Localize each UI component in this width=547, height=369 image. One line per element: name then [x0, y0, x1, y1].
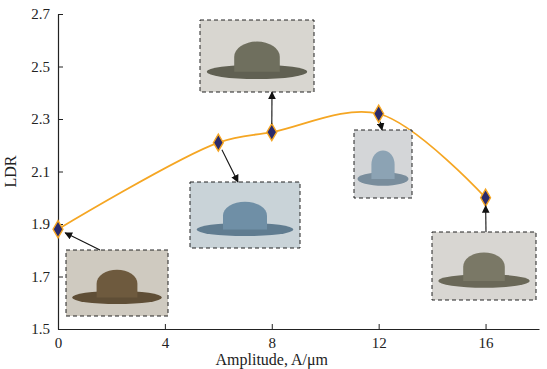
- photo: [354, 130, 412, 198]
- tick: 2.3: [31, 111, 63, 127]
- x-axis: 0 4 8 12 16: [55, 324, 540, 351]
- data-point: [374, 105, 384, 122]
- arrow: [271, 92, 272, 124]
- photo-frame: [200, 20, 314, 92]
- data-point: [481, 189, 491, 206]
- tick-label: 4: [162, 335, 170, 351]
- x-axis-title: Amplitude, A/μm: [215, 351, 328, 369]
- tick: 2.1: [31, 164, 63, 180]
- data-point: [53, 221, 63, 238]
- tick: 12: [372, 324, 387, 351]
- y-axis: 1.5 1.7 1.9 2.1 2.3 2.5 2.7: [31, 6, 63, 337]
- cup-dome: [223, 202, 267, 230]
- tick-label: 0: [55, 335, 63, 351]
- y-axis-title: LDR: [2, 155, 19, 187]
- photo-background: [66, 250, 168, 316]
- photo: [190, 182, 300, 248]
- tick-mark: [486, 324, 487, 329]
- tick: 1.5: [31, 321, 63, 337]
- photo-frame: [66, 250, 168, 316]
- tick-mark: [58, 277, 63, 278]
- tick-mark: [58, 119, 63, 120]
- photo-frame: [432, 232, 536, 300]
- tick-label: 2.1: [31, 164, 50, 180]
- tick: 4: [162, 324, 170, 351]
- tick: 16: [479, 324, 495, 351]
- tick-label: 12: [372, 335, 387, 351]
- data-point: [213, 134, 223, 151]
- tick-label: 8: [269, 335, 277, 351]
- photo-frame: [190, 182, 300, 248]
- photo-background: [190, 182, 300, 248]
- arrow: [65, 233, 100, 250]
- photo: [200, 20, 314, 92]
- data-point: [267, 124, 277, 141]
- tick: 8: [269, 324, 277, 351]
- photo: [66, 250, 168, 316]
- tick: 1.7: [31, 269, 63, 285]
- cup-dome: [97, 270, 138, 298]
- photos: [65, 20, 536, 316]
- tick-label: 2.7: [31, 6, 50, 22]
- photo-frame: [354, 130, 412, 198]
- photo: [432, 232, 536, 300]
- cup-dome: [463, 252, 505, 281]
- photo-background: [432, 232, 536, 300]
- tick-mark: [379, 324, 380, 329]
- tick: 2.5: [31, 59, 63, 75]
- arrow: [222, 150, 238, 182]
- photo-background: [200, 20, 314, 92]
- chart: 0 4 8 12 16 1.5 1.7 1.9 2.1 2.3 2.5 2.7 Amplitude, A…: [0, 0, 547, 369]
- tick: 2.7: [31, 6, 63, 22]
- tick-mark: [58, 67, 63, 68]
- cup-dome: [234, 42, 280, 72]
- arrow: [380, 122, 382, 130]
- tick-label: 2.3: [31, 111, 50, 127]
- plot: 0 4 8 12 16 1.5 1.7 1.9 2.1 2.3 2.5 2.7: [31, 6, 539, 350]
- tick-label: 2.5: [31, 59, 50, 75]
- tick-label: 1.5: [31, 321, 50, 337]
- tick-label: 1.7: [31, 269, 50, 285]
- tick-label: 1.9: [31, 216, 50, 232]
- tick-mark: [165, 324, 166, 329]
- axis-line: [59, 329, 540, 330]
- arrow: [485, 206, 486, 232]
- tick-mark: [58, 14, 63, 15]
- tick-label: 16: [479, 335, 495, 351]
- tick-mark: [272, 324, 273, 329]
- photo-background: [354, 130, 412, 198]
- tick-mark: [58, 172, 63, 173]
- tick-mark: [58, 329, 63, 330]
- cup-dome: [371, 150, 394, 179]
